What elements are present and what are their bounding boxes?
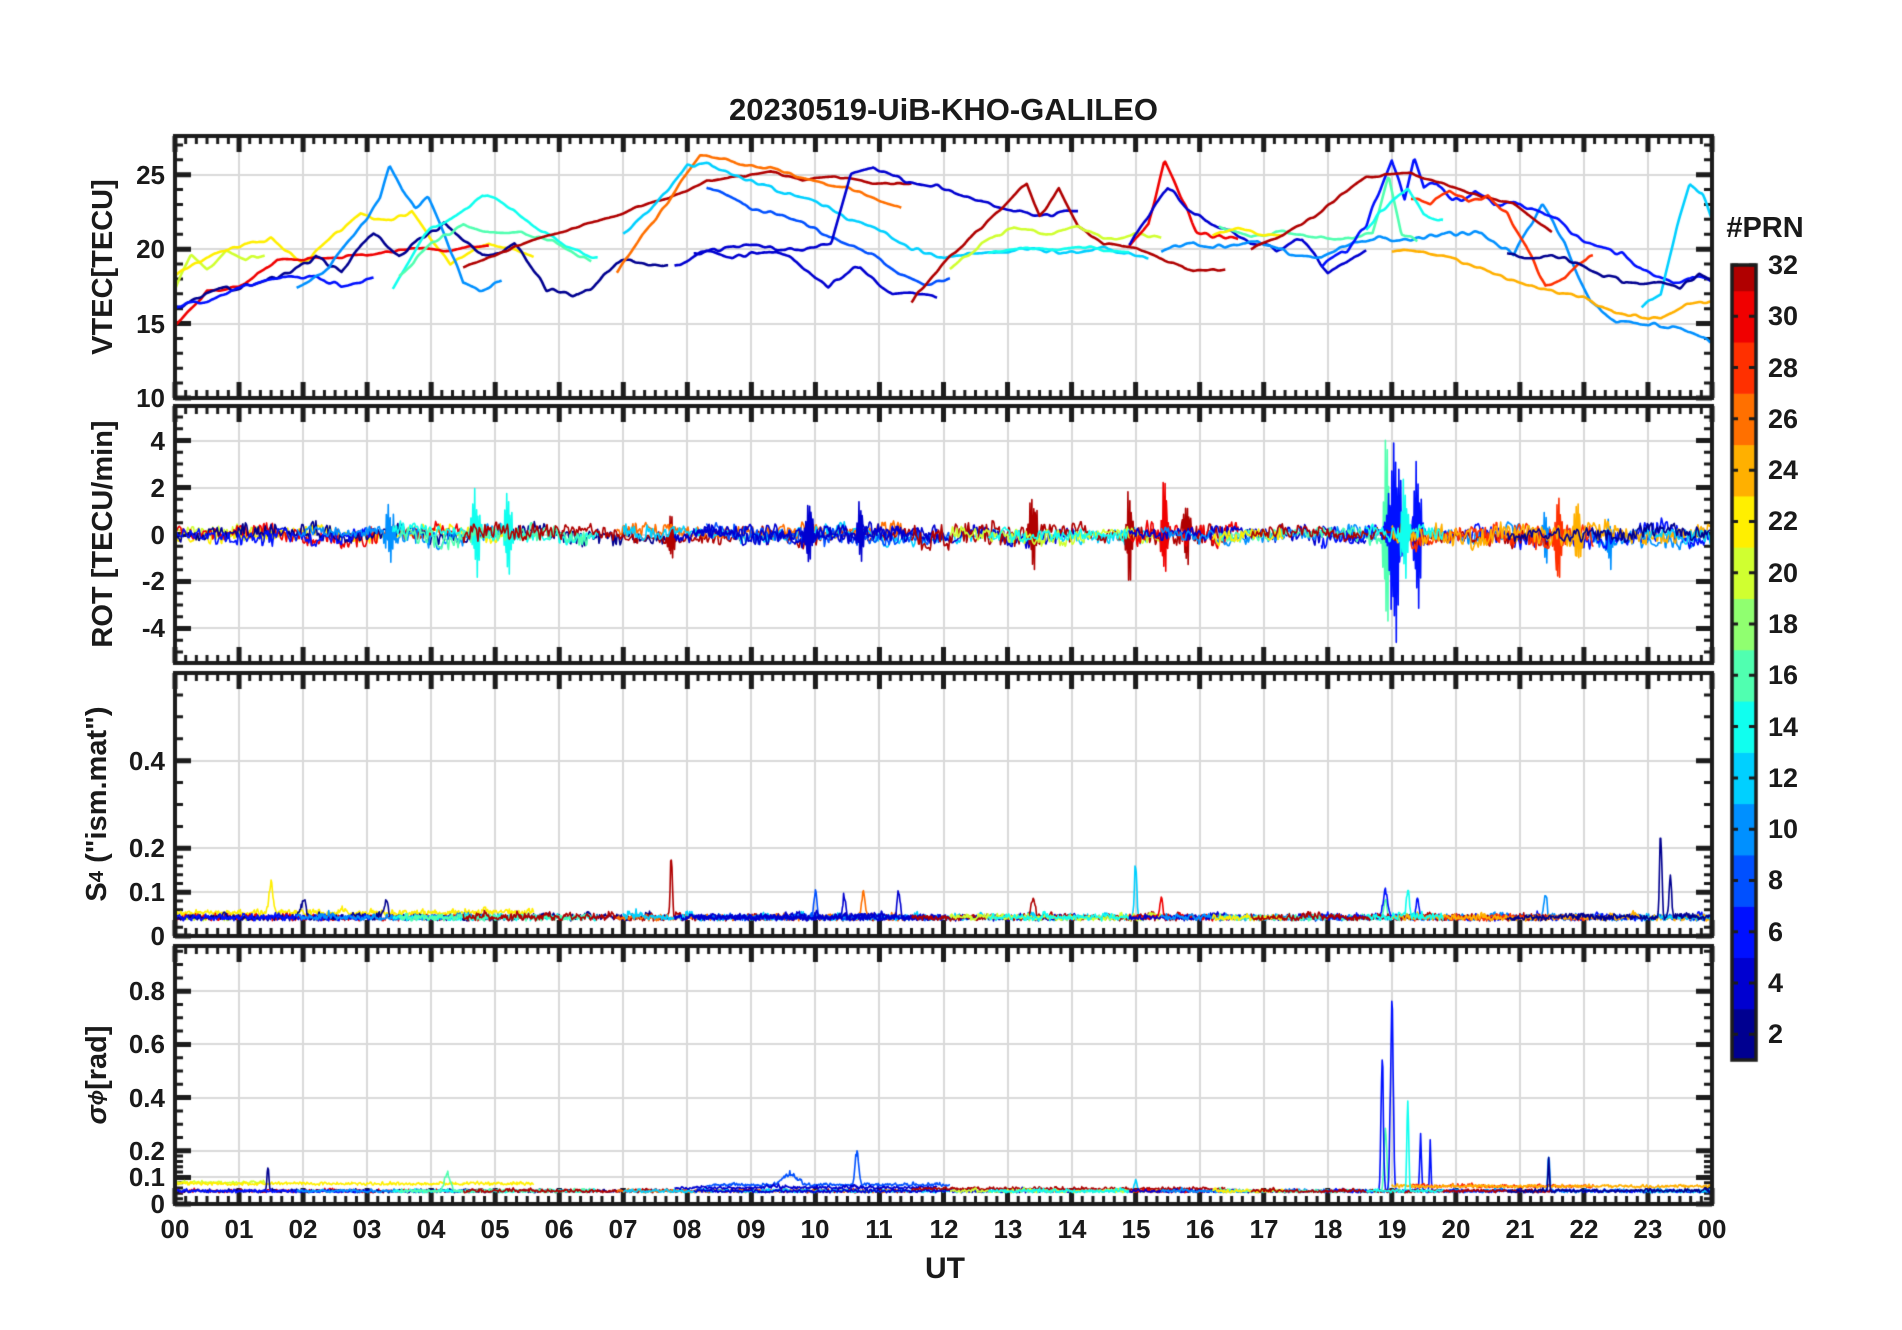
colorbar-tick-label: 4 <box>1768 968 1784 998</box>
colorbar-tick-label: 16 <box>1768 660 1799 690</box>
x-axis-label: UT <box>925 1252 965 1285</box>
x-tick-label: 04 <box>416 1214 446 1244</box>
plot-title: 20230519-UiB-KHO-GALILEO <box>729 92 1158 127</box>
x-tick-label: 13 <box>993 1214 1023 1244</box>
sigma_phi-ytick-label: 0.4 <box>128 1083 165 1113</box>
panel-vtec <box>175 136 1712 398</box>
x-tick-label: 00 <box>160 1214 190 1244</box>
x-tick-label: 07 <box>608 1214 638 1244</box>
rot-ytick-label: 2 <box>150 473 165 503</box>
x-tick-label: 06 <box>544 1214 574 1244</box>
colorbar-tick-label: 24 <box>1768 455 1799 485</box>
colorbar-tick-label: 14 <box>1768 712 1799 742</box>
colorbar-tick-label: 28 <box>1768 353 1799 383</box>
s4-ytick-label: 0 <box>150 921 165 951</box>
colorbar-tick-label: 26 <box>1768 404 1799 434</box>
x-tick-label: 10 <box>800 1214 830 1244</box>
x-tick-label: 11 <box>865 1214 893 1244</box>
s4-ytick-label: 0.2 <box>128 833 165 863</box>
x-tick-label: 17 <box>1249 1214 1279 1244</box>
vtec-ytick-label: 10 <box>136 383 165 413</box>
colorbar-tick-label: 32 <box>1768 250 1799 280</box>
panel-s4 <box>175 673 1712 936</box>
x-tick-label: 16 <box>1185 1214 1215 1244</box>
x-tick-label: 09 <box>736 1214 766 1244</box>
colorbar-tick-label: 8 <box>1768 865 1784 895</box>
colorbar-tick-label: 2 <box>1768 1019 1784 1049</box>
colorbar-tick-label: 30 <box>1768 301 1799 331</box>
colorbar-tick-label: 12 <box>1768 763 1799 793</box>
x-tick-label: 22 <box>1569 1214 1599 1244</box>
x-tick-label: 05 <box>480 1214 510 1244</box>
sigma_phi-ytick-label: 0.8 <box>128 976 165 1006</box>
x-tick-label: 00 <box>1697 1214 1727 1244</box>
x-tick-label: 23 <box>1633 1214 1663 1244</box>
x-tick-label: 20 <box>1441 1214 1471 1244</box>
rot-ytick-label: 0 <box>150 520 165 550</box>
x-tick-label: 21 <box>1505 1214 1535 1244</box>
x-tick-label: 03 <box>352 1214 382 1244</box>
sigma_phi-ytick-label: 0.6 <box>128 1029 165 1059</box>
colorbar-tick-label: 18 <box>1768 609 1799 639</box>
x-tick-label: 15 <box>1121 1214 1151 1244</box>
x-tick-label: 19 <box>1377 1214 1407 1244</box>
panel-rot <box>175 406 1712 663</box>
x-tick-label: 08 <box>672 1214 702 1244</box>
colorbar-tick-label: 20 <box>1768 558 1799 588</box>
x-tick-label: 18 <box>1313 1214 1343 1244</box>
x-tick-label: 14 <box>1057 1214 1087 1244</box>
vtec-ytick-label: 25 <box>136 160 165 190</box>
x-tick-label: 01 <box>224 1214 254 1244</box>
colorbar-tick-label: 10 <box>1768 814 1799 844</box>
sigma_phi-ytick-label: 0.2 <box>128 1136 165 1166</box>
colorbar-title: #PRN <box>1726 212 1804 244</box>
rot-ytick-label: -4 <box>141 613 165 643</box>
panel-sigma-phi <box>175 946 1712 1204</box>
prn-colorbar <box>1732 265 1756 1060</box>
sigma_phi-ytick-label: 0.1 <box>128 1162 165 1192</box>
rot-ytick-label: -2 <box>141 566 165 596</box>
x-tick-label: 02 <box>288 1214 318 1244</box>
rot-ytick-label: 4 <box>150 426 165 456</box>
colorbar-tick-label: 22 <box>1768 506 1799 536</box>
s4-ytick-label: 0.1 <box>128 877 165 907</box>
sigma_phi-ytick-label: 0 <box>150 1189 165 1219</box>
s4-ytick-label: 0.4 <box>128 746 165 776</box>
vtec-ytick-label: 15 <box>136 309 165 339</box>
x-tick-label: 12 <box>929 1214 959 1244</box>
colorbar-tick-label: 6 <box>1768 917 1784 947</box>
vtec-ytick-label: 20 <box>136 234 165 264</box>
